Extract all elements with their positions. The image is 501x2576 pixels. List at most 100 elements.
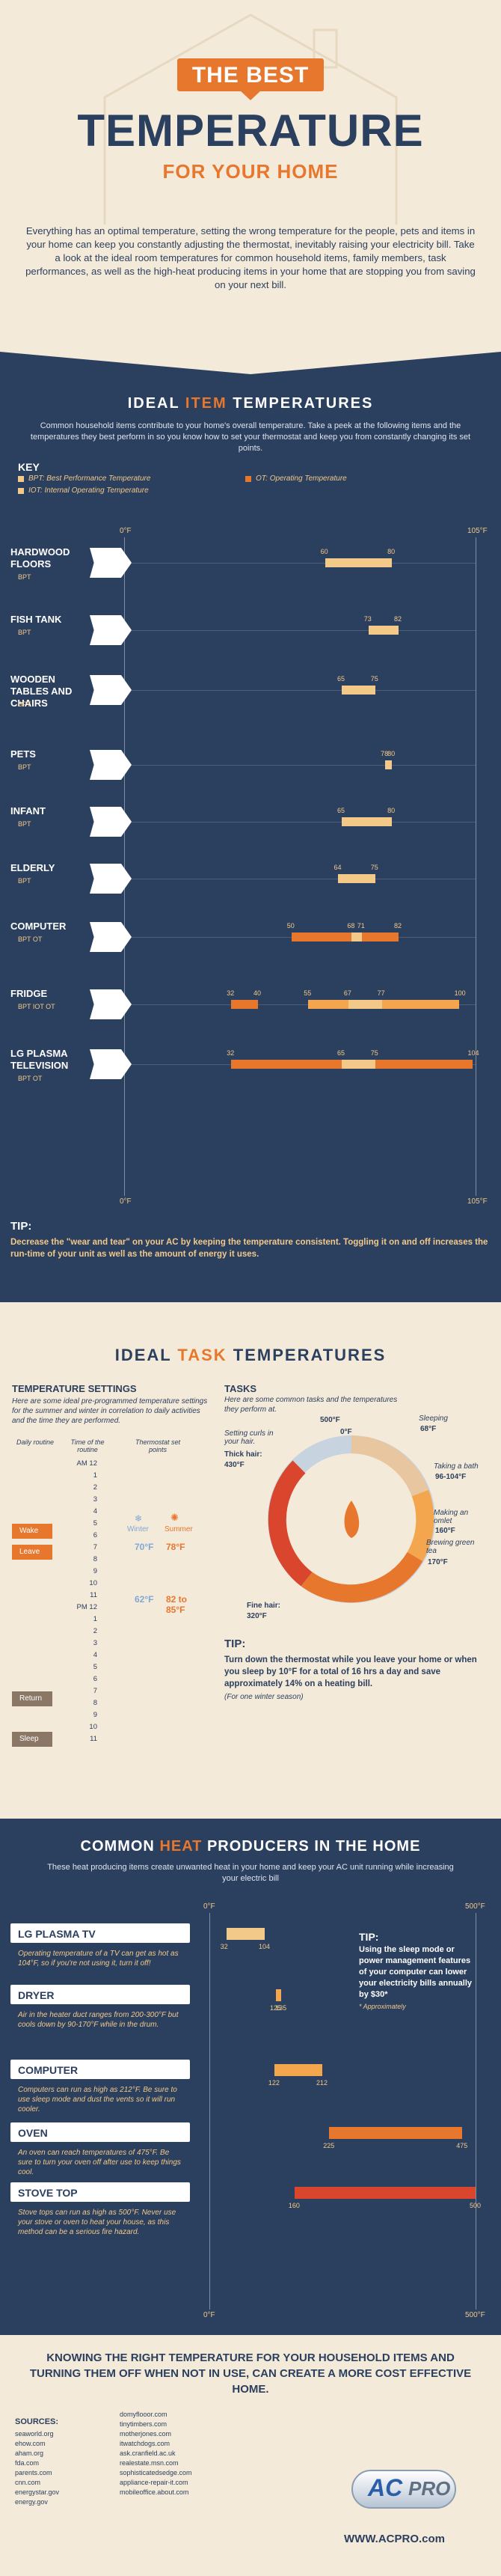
item-value: 73 [363, 615, 372, 623]
axis-min-bottom: 0°F [120, 1197, 132, 1206]
item-bar [385, 760, 393, 769]
routine-wake-label: Wake [19, 1527, 39, 1535]
heat-value: 125 [270, 2004, 282, 2012]
website[interactable]: WWW.ACPRO.com [344, 2533, 445, 2545]
heat-item-header [10, 2182, 190, 2202]
row-guide [132, 1004, 476, 1005]
row-guide [132, 765, 476, 766]
item-value: 55 [304, 989, 312, 997]
item-icon [90, 615, 132, 645]
routine-leave-label: Leave [19, 1548, 40, 1556]
item-bar [325, 558, 393, 567]
task-sleeping: Sleeping [419, 1414, 448, 1423]
heat-item-desc: Stove tops can run as high as 500°F. Nev… [18, 2209, 176, 2236]
sources-col-2: domyflooor.com tinytimbers.com motherjones… [120, 2410, 224, 2497]
axis-min-top: 0°F [120, 527, 132, 535]
axis-max-bottom: 105°F [467, 1197, 488, 1206]
hour-label: 3 [93, 1639, 97, 1647]
item-tip-title: TIP: [10, 1220, 32, 1233]
heat-axis-max-bottom: 500°F [465, 2311, 485, 2319]
item-bar [231, 1000, 259, 1009]
source-item: fda.com [15, 2459, 40, 2467]
source-item: ehow.com [15, 2440, 46, 2447]
task-tip-text: Turn down the thermostat while you leave… [224, 1655, 477, 1688]
routine-leave [12, 1545, 52, 1560]
item-tags: BPT OT [18, 1075, 43, 1082]
item-value: 75 [370, 1049, 378, 1057]
heat-tip-text: Using the sleep mode or power management… [359, 1945, 472, 1999]
item-value: 80 [387, 807, 396, 814]
item-value: 75 [370, 675, 378, 683]
heat-value: 500 [470, 2202, 482, 2209]
source-item: aham.org [15, 2450, 44, 2457]
heat-item-header [10, 1985, 190, 2004]
heat-value: 104 [259, 1943, 271, 1950]
heat-value: 122 [268, 2079, 280, 2087]
item-tags: BPT [18, 629, 31, 636]
row-guide [132, 630, 476, 631]
leave-winter: 62°F [135, 1594, 154, 1605]
heat-heading: COMMON HEAT PRODUCERS IN THE HOME [80, 1838, 421, 1855]
source-item: motherjones.com [120, 2430, 172, 2438]
source-item: seaworld.org [15, 2430, 54, 2438]
heat-axis-min-bottom: 0°F [203, 2311, 215, 2319]
routine-return-label: Return [19, 1694, 43, 1703]
item-tags: BPT [18, 573, 31, 581]
settings-title: TEMPERATURE SETTINGS [12, 1383, 137, 1394]
title-top: THE BEST [191, 63, 310, 88]
item-bar [351, 933, 362, 941]
item-bar [341, 817, 393, 826]
snowflake-icon: ❄ [135, 1513, 143, 1524]
page-title: TEMPERATURE [77, 106, 424, 156]
routine-sleep-label: Sleep [19, 1735, 39, 1743]
item-tip-text: Decrease the "wear and tear" on your AC … [10, 1238, 488, 1259]
source-item: mobileoffice.about.com [120, 2488, 189, 2496]
hour-label: PM 12 [76, 1603, 97, 1611]
source-item: sophisticatedsedge.com [120, 2469, 192, 2476]
heat-tip-note: * Approximately [359, 2003, 406, 2010]
hour-label: AM 12 [76, 1459, 97, 1468]
wake-winter: 70°F [135, 1542, 154, 1552]
hour-label: 4 [93, 1507, 97, 1516]
leave-summer: 82 to 85°F [166, 1594, 188, 1615]
intro-text: Everything has an optimal temperature, s… [25, 225, 476, 290]
item-value: 71 [357, 922, 365, 930]
source-item: cnn.com [15, 2479, 41, 2486]
source-item: tinytimbers.com [120, 2420, 167, 2428]
summer-label: Summer [165, 1525, 193, 1533]
col-routine: Daily routine [16, 1438, 55, 1446]
heat-value: 32 [220, 1943, 228, 1950]
heat-axis-left [209, 1913, 210, 2310]
col-time: Time of the routine [70, 1438, 105, 1453]
sun-icon: ✺ [170, 1512, 179, 1523]
hour-label: 2 [93, 1483, 97, 1492]
hour-label: 5 [93, 1663, 97, 1671]
item-icon [90, 1049, 132, 1079]
hour-label: 9 [93, 1567, 97, 1575]
item-name: ELDERLY [10, 862, 55, 873]
item-value: 65 [336, 1049, 345, 1057]
routine-sleep [12, 1732, 52, 1747]
item-value: 68 [347, 922, 355, 930]
item-value: 64 [334, 864, 342, 871]
title-banner [177, 58, 324, 91]
footer-section: KNOWING THE RIGHT TEMPERATURE FOR YOUR H… [0, 2335, 501, 2576]
heat-bar [294, 2187, 476, 2199]
item-section: IDEAL ITEM TEMPERATURES Common household… [0, 329, 501, 1302]
task-fine-hair: Fine hair: [247, 1602, 281, 1610]
hour-label: 11 [90, 1591, 97, 1599]
task-section: IDEAL TASK TEMPERATURES TEMPERATURE SETT… [0, 1302, 501, 1819]
item-name: INFANT [10, 805, 46, 817]
item-value: 77 [377, 989, 385, 997]
key-title: KEY [18, 461, 40, 473]
section-divider [0, 329, 501, 374]
item-value: 75 [370, 864, 378, 871]
heat-item-desc: Computers can run as high as 212°F. Be s… [18, 2086, 177, 2113]
item-tags: BPT [18, 820, 31, 828]
winter-label: Winter [127, 1525, 149, 1533]
item-value: 104 [467, 1049, 479, 1057]
wake-summer: 78°F [166, 1542, 185, 1552]
task-omelet: Making an omlet [434, 1509, 469, 1525]
heat-bar [329, 2127, 463, 2139]
hour-label: 6 [93, 1531, 97, 1539]
